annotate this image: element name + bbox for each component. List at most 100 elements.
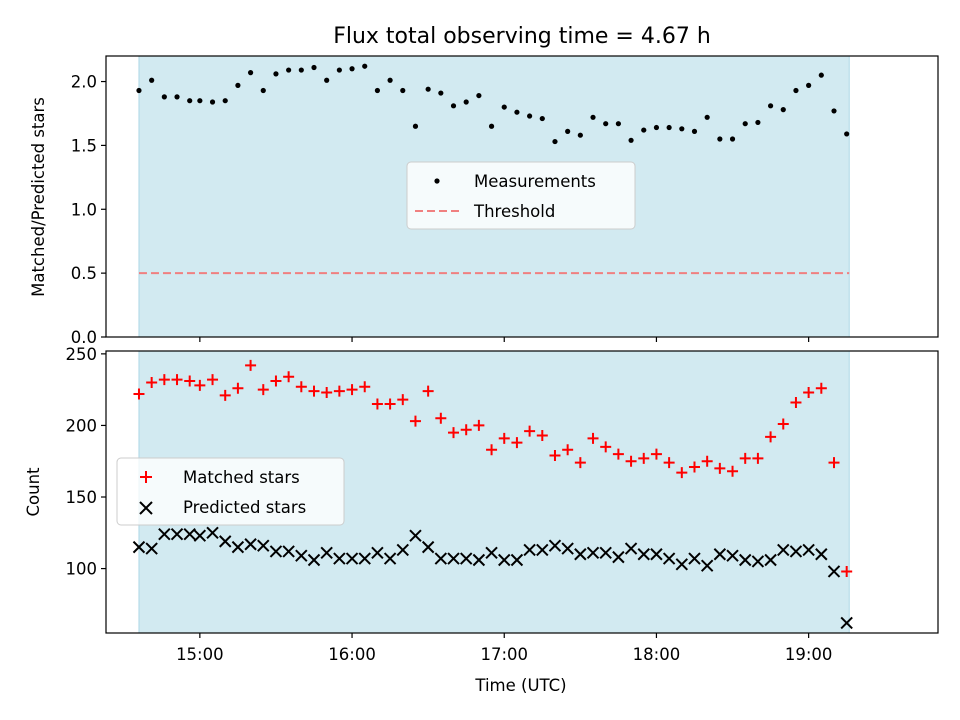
measurement-point: [286, 67, 292, 73]
predicted-stars-point: [764, 553, 777, 567]
matched-stars-point: [308, 385, 320, 397]
top-y-tick-label: 2.0: [71, 73, 97, 92]
matched-stars-point: [158, 374, 170, 386]
top-panel: 0.00.51.01.52.0 Matched/Predicted stars …: [29, 55, 939, 347]
measurement-point: [780, 107, 786, 113]
predicted-stars-point: [295, 549, 308, 562]
legend-matched-stars-marker: [140, 471, 152, 483]
predicted-stars-point: [307, 553, 321, 567]
matched-stars-point: [321, 387, 333, 399]
predicted-stars-point: [637, 548, 650, 561]
measurement-point: [400, 87, 406, 94]
matched-stars-point: [638, 452, 650, 464]
measurement-point: [187, 98, 193, 104]
matched-stars-point: [739, 452, 751, 464]
matched-stars-point: [688, 461, 700, 473]
top-y-tick-label: 0.5: [71, 264, 97, 283]
matched-stars-point: [146, 376, 158, 388]
measurement-point: [577, 132, 583, 138]
matched-stars-point: [701, 455, 713, 467]
measurement-point: [324, 77, 330, 83]
measurement-point: [222, 98, 228, 104]
predicted-stars-point: [599, 546, 612, 560]
predicted-stars-point: [345, 552, 359, 565]
predicted-stars-point: [257, 539, 270, 552]
matched-stars-point: [841, 565, 853, 577]
legend-matched-stars-label: Matched stars: [183, 468, 300, 487]
matched-stars-point: [600, 441, 612, 453]
measurement-point: [717, 136, 723, 142]
predicted-stars-point: [206, 526, 219, 540]
predicted-stars-point: [333, 552, 346, 565]
measurement-point: [209, 99, 216, 105]
measurement-point: [552, 138, 558, 145]
matched-stars-point: [245, 359, 257, 371]
measurement-point: [374, 87, 381, 94]
predicted-stars-point: [827, 565, 841, 578]
predicted-stars-point: [751, 555, 765, 568]
measurement-point: [603, 121, 609, 127]
measurement-point: [755, 119, 761, 126]
measurement-point: [628, 137, 634, 143]
measurement-point: [149, 77, 155, 83]
top-legend: Measurements Threshold: [406, 161, 636, 230]
measurement-point: [641, 127, 647, 133]
predicted-stars-point: [485, 546, 498, 560]
measurement-point: [806, 82, 812, 88]
matched-stars-point: [283, 371, 295, 383]
x-tick-label: 16:00: [328, 645, 376, 664]
matched-stars-point: [346, 384, 358, 396]
matched-stars-point: [815, 382, 827, 394]
matched-stars-point: [207, 374, 219, 386]
measurement-point: [197, 98, 203, 104]
measurement-point: [387, 77, 393, 83]
matched-stars-point: [574, 457, 586, 469]
predicted-stars-point: [688, 552, 701, 565]
predicted-stars-point: [396, 543, 409, 557]
measurement-point: [247, 70, 254, 76]
measurement-point: [463, 99, 469, 105]
matched-stars-point: [650, 448, 662, 460]
measurement-point: [831, 108, 837, 114]
measurement-point: [362, 63, 368, 69]
matched-stars-point: [676, 467, 688, 479]
matched-stars-point: [714, 462, 726, 474]
measurement-point: [666, 124, 672, 131]
matched-stars-point: [536, 429, 548, 441]
predicted-stars-point: [650, 548, 663, 561]
top-y-tick-label: 0.0: [71, 328, 97, 347]
predicted-stars-point: [170, 528, 184, 541]
x-tick-label: 18:00: [633, 645, 681, 664]
measurement-point: [590, 114, 596, 120]
bottom-y-tick-label: 250: [66, 345, 98, 364]
bottom-y-tick-label: 100: [66, 560, 98, 579]
matched-stars-point: [612, 448, 624, 460]
measurement-point: [704, 114, 710, 120]
matched-stars-point: [727, 465, 739, 477]
predicted-stars-point: [840, 616, 853, 630]
measurement-point: [235, 82, 241, 88]
top-legend-box: [406, 161, 636, 230]
matched-stars-point: [422, 385, 434, 397]
matched-stars-point: [562, 444, 574, 456]
legend-threshold-label: Threshold: [473, 202, 555, 221]
matched-stars-point: [549, 449, 561, 461]
matched-stars-point: [184, 375, 196, 387]
matched-stars-point: [498, 432, 510, 444]
measurement-point: [679, 126, 685, 132]
legend-measurements-label: Measurements: [474, 172, 596, 191]
predicted-stars-point: [536, 543, 549, 557]
bottom-axes-frame: [105, 350, 939, 634]
predicted-stars-point: [624, 542, 638, 555]
matched-stars-point: [295, 381, 307, 393]
measurement-point: [565, 128, 571, 134]
measurement-point: [615, 121, 621, 127]
predicted-stars-point: [447, 552, 460, 565]
predicted-stars-point: [574, 548, 587, 561]
top-y-tick-label: 1.0: [71, 200, 97, 219]
bottom-legend-box: [116, 457, 345, 526]
top-axes-frame: [105, 55, 939, 338]
predicted-stars-point: [510, 553, 524, 567]
matched-stars-point: [435, 412, 447, 424]
